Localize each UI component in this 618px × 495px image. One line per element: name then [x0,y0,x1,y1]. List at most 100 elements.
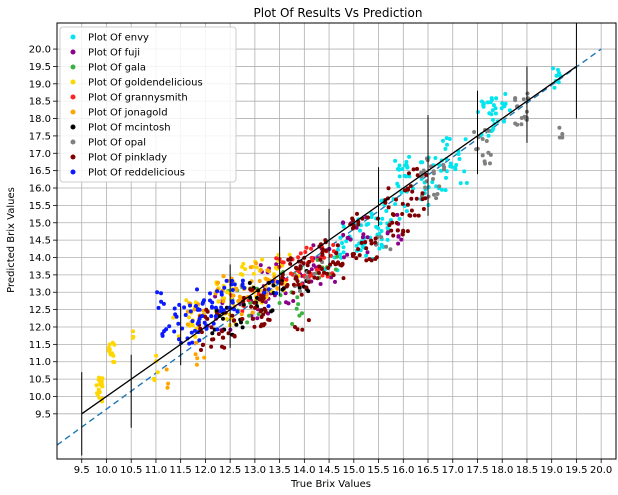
data-point [173,312,178,317]
data-point [444,169,449,174]
x-tick-label: 16.0 [392,465,414,476]
data-point [484,139,489,143]
data-point [230,313,235,318]
data-point [554,73,559,78]
data-point [443,188,448,193]
data-point [420,191,425,196]
data-point [220,335,225,340]
data-point [409,196,414,201]
data-point [283,291,288,296]
x-tick-label: 19.0 [541,465,563,476]
legend-marker [70,34,76,40]
data-point [187,315,191,320]
data-point [194,340,199,345]
data-point [299,292,304,297]
data-point [288,261,293,266]
data-point [404,174,409,179]
data-point [230,278,235,283]
data-point [240,309,245,314]
data-point [365,250,370,255]
data-point [247,281,252,285]
data-point [442,167,446,172]
data-point [194,362,199,367]
y-tick-label: 10.0 [29,392,51,403]
x-axis-label: True Brix Values [290,479,371,490]
data-point [303,250,308,254]
data-point [376,216,380,221]
data-point [232,318,237,323]
data-point [472,130,477,134]
data-point [259,267,263,272]
data-point [373,240,378,245]
data-point [307,270,312,275]
data-point [397,163,402,168]
data-point [326,266,331,270]
data-point [221,274,226,278]
data-point [315,276,320,281]
data-point [209,325,214,330]
data-point [200,301,205,306]
data-point [177,337,181,342]
data-point [431,169,436,174]
data-point [515,122,520,127]
data-point [312,271,317,276]
data-point [488,161,492,166]
data-point [331,260,335,265]
data-point [328,253,333,258]
data-point [96,377,101,382]
data-point [307,259,312,264]
data-point [99,377,104,382]
x-tick-label: 10.5 [120,465,142,476]
data-point [366,215,370,220]
data-point [230,288,235,292]
data-point [395,228,400,233]
data-point [458,181,463,186]
data-point [380,243,384,248]
data-point [369,215,374,219]
legend-entry: Plot Of envy [88,33,149,44]
legend-marker [70,154,76,160]
data-point [432,192,436,197]
data-point [354,243,359,248]
data-point [476,110,480,114]
legend-marker [70,79,76,85]
data-point [437,184,442,189]
data-point [254,265,259,270]
data-point [385,237,390,242]
data-point [309,246,314,251]
data-point [247,313,251,318]
data-point [155,290,160,295]
data-point [552,85,557,90]
data-point [395,212,400,217]
data-point [373,236,378,241]
data-point [365,235,370,240]
data-point [352,225,356,230]
data-point [177,302,182,307]
data-point [393,202,398,207]
data-point [360,235,365,240]
data-point [218,309,223,314]
data-point [151,376,156,381]
data-point [393,158,398,163]
chart-title: Plot Of Results Vs Prediction [254,6,423,20]
data-point [172,329,177,334]
data-point [164,327,169,332]
data-point [463,137,468,142]
data-point [396,234,401,239]
data-point [131,329,136,334]
data-point [378,221,383,226]
data-point [106,345,111,350]
y-tick-label: 17.5 [29,131,51,142]
data-point [154,353,159,358]
data-point [493,111,498,116]
data-point [481,101,486,106]
legend-entry: Plot Of pinklady [88,153,167,164]
data-point [235,309,240,314]
data-point [166,381,171,386]
data-point [298,264,303,269]
data-point [408,213,413,218]
y-tick-label: 15.0 [29,218,51,229]
data-point [277,301,282,305]
data-point [345,236,350,240]
data-point [256,312,261,317]
